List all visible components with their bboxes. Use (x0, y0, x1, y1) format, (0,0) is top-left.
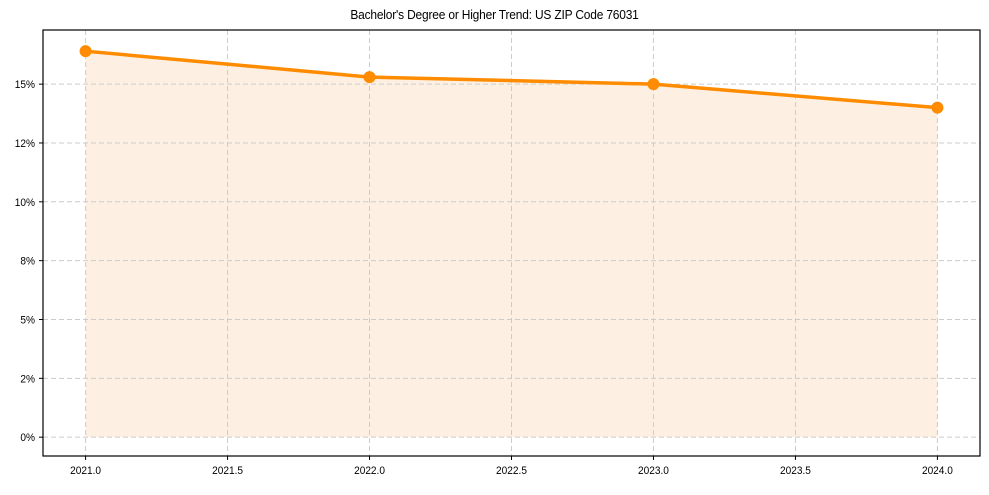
x-tick-label: 2023.0 (638, 465, 669, 477)
y-tick-label: 12% (15, 138, 35, 150)
x-tick-label: 2022.0 (354, 465, 385, 477)
x-tick-label: 2021.0 (70, 465, 101, 477)
y-tick-label: 0% (20, 432, 35, 444)
x-tick-label: 2023.5 (780, 465, 811, 477)
x-tick-label: 2021.5 (212, 465, 243, 477)
y-tick-label: 2% (20, 373, 35, 385)
y-tick-label: 5% (20, 314, 35, 326)
data-point-marker (79, 45, 92, 58)
data-point-marker (931, 101, 944, 114)
x-tick-label: 2022.5 (496, 465, 527, 477)
x-tick-label: 2024.0 (922, 465, 953, 477)
y-axis-ticks: 0% 2% 5% 8% 10% 12% 15% (15, 79, 43, 444)
data-point-marker (647, 78, 660, 91)
data-point-marker (363, 71, 376, 84)
data-line (83, 49, 940, 110)
series-line (83, 49, 940, 110)
area-fill (85, 51, 938, 438)
y-tick-label: 10% (15, 196, 35, 208)
y-tick-label: 15% (15, 79, 35, 91)
gridlines (43, 30, 980, 456)
x-axis-ticks: 2021.0 2021.5 2022.0 2022.5 2023.0 2023.5 2024… (70, 456, 953, 477)
fill-region (85, 51, 938, 438)
y-tick-label: 8% (20, 255, 35, 267)
data-markers (79, 45, 944, 114)
chart-title: Bachelor's Degree or Higher Trend: US ZI… (350, 7, 639, 22)
